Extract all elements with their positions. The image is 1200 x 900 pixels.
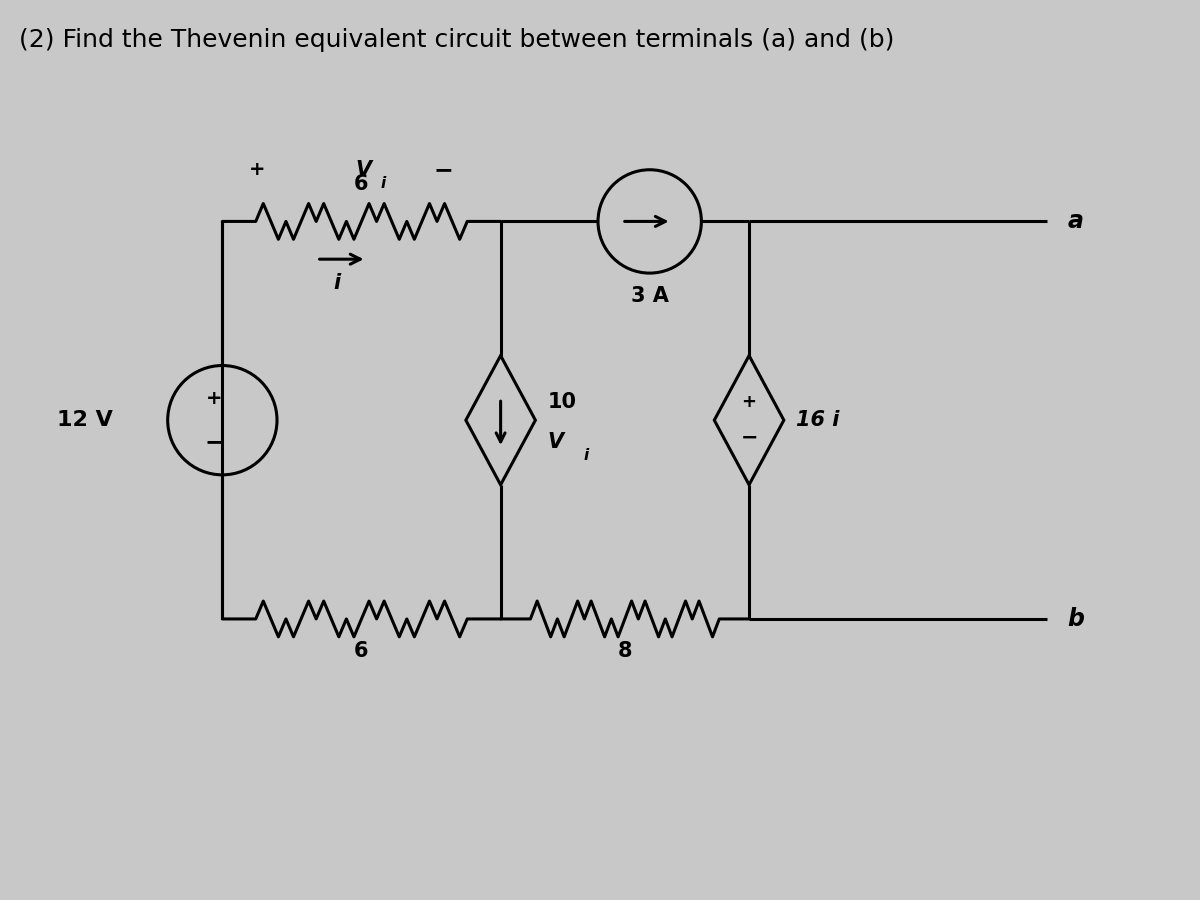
Text: i: i [334, 273, 340, 293]
Text: +: + [248, 160, 265, 179]
Text: −: − [204, 430, 224, 454]
Text: +: + [206, 389, 223, 408]
Text: i: i [583, 448, 588, 464]
Text: i: i [380, 176, 386, 191]
Text: −: − [740, 428, 758, 448]
Text: 12 V: 12 V [58, 410, 113, 430]
Text: 6: 6 [354, 174, 368, 194]
Text: 8: 8 [618, 641, 632, 661]
Text: 16 i: 16 i [796, 410, 839, 430]
Text: a: a [1067, 210, 1084, 233]
Text: (2) Find the Thevenin equivalent circuit between terminals (a) and (b): (2) Find the Thevenin equivalent circuit… [19, 28, 894, 51]
Text: b: b [1067, 607, 1084, 631]
Text: −: − [433, 158, 452, 182]
Text: V: V [355, 159, 372, 180]
Text: 10: 10 [547, 392, 576, 412]
Text: 6: 6 [354, 641, 368, 661]
Text: +: + [742, 393, 756, 411]
Text: V: V [547, 432, 564, 452]
Text: 3 A: 3 A [631, 286, 668, 306]
